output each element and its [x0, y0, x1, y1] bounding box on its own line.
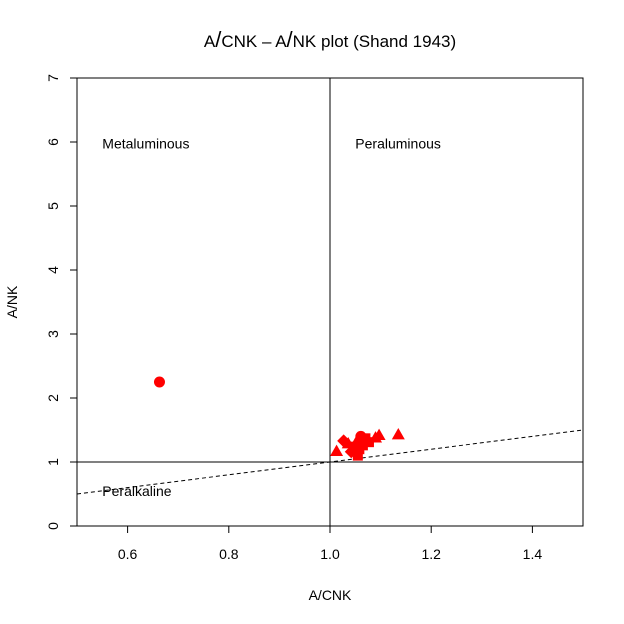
- chart-title-part: /: [287, 27, 294, 52]
- y-axis: 0 1 2 3 4 5 6 7: [45, 74, 78, 530]
- reference-lines: [76, 78, 584, 526]
- x-tick-label: 1.0: [320, 546, 340, 562]
- chart-title-part: A: [204, 32, 216, 51]
- data-point-triangle: [391, 427, 405, 440]
- y-tick-label: 5: [45, 202, 61, 210]
- chart-title: A/CNK – A/NK plot (Shand 1943): [204, 27, 456, 52]
- x-tick-label: 1.2: [421, 546, 441, 562]
- data-point-circle: [153, 376, 165, 388]
- field-label-peraluminous: Peraluminous: [355, 135, 441, 151]
- field-label-metaluminous: Metaluminous: [102, 135, 189, 151]
- field-label-peralkaline: Peralkaline: [102, 483, 171, 499]
- x-axis-label: A/CNK: [309, 587, 352, 603]
- data-point-triangle: [330, 444, 344, 456]
- y-tick-label: 3: [45, 330, 61, 338]
- field-labels: Metaluminous Peraluminous Peralkaline: [102, 135, 441, 499]
- y-axis-label: A/NK: [4, 285, 20, 318]
- data-points: [153, 376, 405, 461]
- chart-title-part: NK plot (Shand 1943): [293, 32, 457, 51]
- chart-title-part: A: [275, 32, 287, 51]
- data-point-triangle: [372, 428, 386, 440]
- y-tick-label: 7: [45, 74, 61, 82]
- data-point-square: [352, 450, 363, 461]
- chart-title-part: –: [257, 32, 275, 51]
- x-tick-label: 1.4: [523, 546, 543, 562]
- y-tick-label: 0: [45, 522, 61, 530]
- y-tick-label: 2: [45, 394, 61, 402]
- x-axis: 0.6 0.8 1.0 1.2 1.4: [118, 525, 543, 562]
- chart-title-part: /: [215, 27, 222, 52]
- y-tick-label: 4: [45, 266, 61, 274]
- x-tick-label: 0.8: [219, 546, 239, 562]
- y-tick-label: 6: [45, 138, 61, 146]
- chart-title-part: CNK: [221, 32, 258, 51]
- reference-line-peralkaline-boundary: [76, 429, 584, 495]
- y-tick-label: 1: [45, 458, 61, 466]
- x-tick-label: 0.6: [118, 546, 138, 562]
- data-point-square: [363, 437, 374, 448]
- data-point-square: [357, 440, 368, 451]
